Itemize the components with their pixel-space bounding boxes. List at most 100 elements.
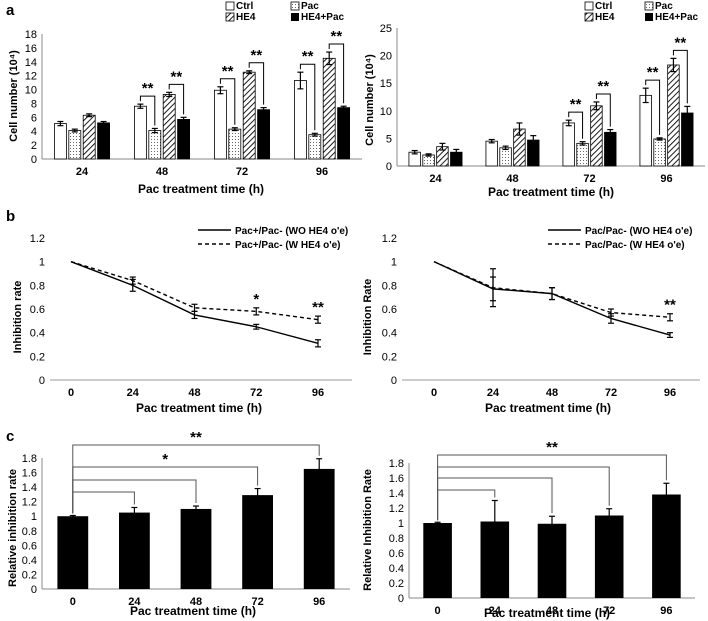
a-right-bar-he4pac-72 bbox=[604, 131, 617, 167]
panel-label-c: c bbox=[6, 428, 14, 445]
b-right-xtick-24: 24 bbox=[487, 387, 500, 399]
a-left-bracket-he4-he4pac-3 bbox=[328, 43, 345, 104]
a-left-legend-swatch-he4pac bbox=[291, 13, 299, 21]
c-right-ytick-7: 1.4 bbox=[389, 488, 404, 500]
b-right-legend-solid: Pac/Pac- (WO HE4 o'e) bbox=[585, 226, 692, 237]
a-left-bar-pac-48 bbox=[148, 130, 162, 160]
a-left-legend-swatch-pac bbox=[290, 1, 300, 11]
a-right-bar-ctrl-72 bbox=[562, 122, 575, 167]
c-left-ytick-9: 1.8 bbox=[22, 453, 37, 465]
c-right-ytick-8: 1.6 bbox=[389, 473, 404, 485]
b-right-sig-96: ** bbox=[664, 297, 676, 314]
c-left-xtick-48: 48 bbox=[190, 596, 202, 608]
a-left-sig-ctrl-pac-2: ** bbox=[222, 63, 234, 80]
b-right-ytick-5: 1 bbox=[391, 257, 397, 269]
c-left-bracket-0-96 bbox=[72, 444, 320, 514]
a-left-ytick-9: 18 bbox=[25, 29, 37, 41]
a-right-bar-he4-72 bbox=[590, 105, 603, 167]
c-right-bracket-0-96 bbox=[437, 454, 667, 521]
a-right-legend-swatch-he4 bbox=[584, 12, 594, 22]
c-right-ytick-0: 0 bbox=[398, 593, 404, 605]
a-right-xtick-24: 24 bbox=[429, 173, 442, 185]
a-right-sig-ctrl-pac-2: ** bbox=[570, 96, 582, 113]
a-left-bar-he4pac-48 bbox=[177, 119, 191, 160]
a-left-ytick-6: 12 bbox=[25, 71, 37, 83]
a-right-xlabel: Pac treatment time (h) bbox=[488, 185, 614, 199]
a-right-xtick-48: 48 bbox=[506, 173, 518, 185]
a-right-bar-ctrl-96 bbox=[639, 94, 652, 167]
a-right-bar-pac-48 bbox=[499, 147, 512, 167]
a-left-ytick-2: 4 bbox=[31, 126, 37, 138]
c-left-sig-96: ** bbox=[190, 429, 202, 446]
a-right-bar-pac-96 bbox=[653, 138, 666, 167]
a-left-xtick-24: 24 bbox=[76, 166, 89, 178]
c-right-ytick-4: 0.8 bbox=[389, 533, 404, 545]
b-left-ylabel: Inhibition rate bbox=[12, 281, 24, 354]
c-left-ytick-8: 1.6 bbox=[22, 468, 37, 480]
a-left-ytick-5: 10 bbox=[25, 85, 37, 97]
c-left-ytick-7: 1.4 bbox=[22, 482, 37, 494]
a-left-bar-ctrl-48 bbox=[133, 105, 147, 160]
b-right-xtick-48: 48 bbox=[546, 387, 558, 399]
c-left-ylabel: Relative inhibition rate bbox=[7, 469, 19, 587]
b-right-xlabel: Pac treatment time (h) bbox=[485, 401, 611, 415]
b-left-ytick-5: 1 bbox=[39, 257, 45, 269]
a-left-bar-pac-24 bbox=[68, 130, 82, 160]
b-right-ytick-3: 0.6 bbox=[382, 304, 397, 316]
c-right-ylabel: Relative Inhibition Rate bbox=[362, 469, 374, 591]
a-left-legend-he4pac: HE4+Pac bbox=[301, 12, 345, 23]
b-right-ylabel: Inhibition Rate bbox=[362, 279, 374, 355]
b-right-ytick-6: 1.2 bbox=[382, 233, 397, 245]
c-left-bar-48 bbox=[180, 508, 212, 589]
b-left-ytick-4: 0.8 bbox=[30, 280, 45, 292]
c-left-ytick-4: 0.8 bbox=[22, 526, 37, 538]
c-left-bracket-0-24 bbox=[72, 491, 135, 514]
panel-label-a: a bbox=[6, 2, 15, 19]
c-right-ytick-2: 0.4 bbox=[389, 563, 404, 575]
a-left-bar-he4pac-72 bbox=[257, 109, 271, 160]
c-right-sig-96: ** bbox=[546, 439, 558, 456]
b-right-xtick-96: 96 bbox=[664, 387, 676, 399]
b-left-xtick-72: 72 bbox=[250, 387, 262, 399]
b-left-xtick-48: 48 bbox=[188, 387, 200, 399]
b-left-sig-72: * bbox=[253, 291, 259, 308]
a-left-bar-ctrl-72 bbox=[213, 89, 227, 160]
a-left-bracket-ctrl-pac-2 bbox=[219, 78, 236, 125]
b-right-series-line-dashed bbox=[433, 261, 671, 318]
c-left-xlabel: Pac treatment time (h) bbox=[130, 604, 256, 618]
c-left-bar-0 bbox=[57, 516, 89, 589]
a-left-ytick-8: 16 bbox=[25, 43, 37, 55]
a-left-xtick-96: 96 bbox=[316, 166, 328, 178]
a-left-ytick-4: 8 bbox=[31, 98, 37, 110]
a-left-legend-swatch-ctrl bbox=[225, 1, 235, 11]
a-left-bar-he4pac-24 bbox=[97, 122, 110, 160]
c-left-xtick-24: 24 bbox=[128, 596, 141, 608]
a-right-bar-he4pac-96 bbox=[681, 112, 694, 167]
c-left-sig-72: * bbox=[162, 451, 168, 468]
a-left-bar-ctrl-96 bbox=[293, 80, 307, 160]
c-right-bar-96 bbox=[652, 494, 681, 598]
a-right-xtick-96: 96 bbox=[660, 173, 672, 185]
c-left-bar-96 bbox=[303, 468, 335, 589]
a-right-bar-pac-72 bbox=[576, 142, 589, 167]
a-right-legend-he4: HE4 bbox=[595, 12, 615, 23]
c-left-ytick-6: 1.2 bbox=[22, 497, 37, 509]
a-left-legend-pac: Pac bbox=[301, 1, 319, 12]
a-right-bracket-ctrl-pac-3 bbox=[645, 79, 661, 135]
c-right-bracket-0-24 bbox=[437, 489, 496, 521]
c-left-xtick-96: 96 bbox=[313, 596, 325, 608]
b-left-xtick-96: 96 bbox=[312, 387, 324, 399]
b-left-ytick-6: 1.2 bbox=[30, 233, 45, 245]
b-left-sig-96: ** bbox=[312, 299, 324, 316]
a-left-legend-swatch-he4 bbox=[225, 12, 235, 22]
a-left-bar-pac-96 bbox=[308, 134, 322, 160]
b-left-xtick-0: 0 bbox=[68, 387, 74, 399]
a-left-bar-he4pac-96 bbox=[337, 107, 351, 160]
b-right-ytick-0: 0 bbox=[391, 375, 397, 387]
a-left-ytick-3: 6 bbox=[31, 112, 37, 124]
a-right-bracket-he4-he4pac-2 bbox=[595, 93, 611, 127]
a-left-bar-he4-48 bbox=[162, 94, 176, 160]
a-right-ylabel: Cell number (10⁴) bbox=[364, 54, 376, 146]
b-left-xlabel: Pac treatment time (h) bbox=[136, 401, 262, 415]
c-left-ytick-1: 0.2 bbox=[22, 569, 37, 581]
